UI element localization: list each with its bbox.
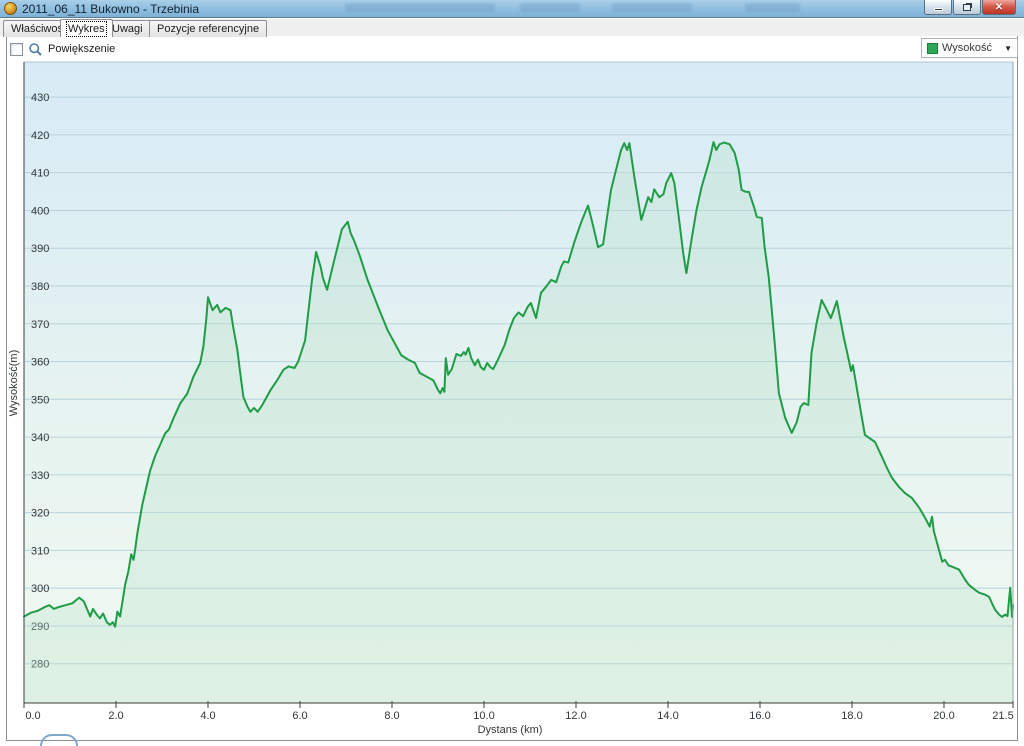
y-tick-label: 340 [31, 432, 49, 444]
y-tick-label: 320 [31, 508, 49, 520]
minimize-button[interactable] [924, 0, 952, 15]
titlebar-ghost-text [345, 3, 495, 12]
y-tick-label: 330 [31, 470, 49, 482]
x-tick-label: 2.0 [108, 710, 123, 722]
y-tick-label: 390 [31, 243, 49, 255]
x-tick-label: 6.0 [292, 710, 307, 722]
y-tick-label: 300 [31, 583, 49, 595]
titlebar-ghost-text [612, 3, 692, 12]
chevron-down-icon: ▼ [1004, 43, 1012, 53]
y-tick-label: 360 [31, 357, 49, 369]
x-tick-label: 0.0 [25, 710, 40, 722]
x-tick-label: 4.0 [200, 710, 215, 722]
y-tick-label: 380 [31, 281, 49, 293]
x-tick-label: 12.0 [565, 710, 586, 722]
window-controls: ✕ [923, 0, 1016, 15]
magnifier-icon [29, 42, 42, 56]
y-tick-label: 280 [31, 659, 49, 671]
tab-wlasciwosci[interactable]: Właściwości [3, 20, 79, 37]
y-tick-label: 420 [31, 130, 49, 142]
data-layer [23, 141, 1014, 704]
restore-icon [963, 4, 971, 11]
zoom-checkbox[interactable] [10, 42, 23, 56]
elevation-line [23, 141, 1014, 628]
x-tick-label: 20.0 [933, 710, 954, 722]
series-label: Wysokość [942, 42, 993, 54]
x-tick-label: 16.0 [749, 710, 770, 722]
close-button[interactable]: ✕ [982, 0, 1016, 15]
elevation-area [24, 142, 1013, 704]
y-tick-label: 310 [31, 545, 49, 557]
minimize-icon [933, 7, 943, 11]
chart-toolbar: Powiększenie [8, 40, 1016, 58]
y-tick-label: 430 [31, 92, 49, 104]
window-title: 2011_06_11 Bukowno - Trzebinia [22, 2, 200, 16]
x-tick-label: 14.0 [657, 710, 678, 722]
restore-button[interactable] [953, 0, 981, 15]
y-tick-label: 370 [31, 319, 49, 331]
titlebar[interactable]: 2011_06_11 Bukowno - Trzebinia [0, 0, 1024, 18]
tab-strip: Właściwości Wykres Uwagi Pozycje referen… [0, 19, 1024, 37]
titlebar-ghost-text [745, 3, 800, 12]
series-color-swatch [927, 42, 938, 54]
x-axis-title: Dystans (km) [478, 724, 543, 736]
close-icon: ✕ [994, 1, 1004, 13]
x-tick-label: 8.0 [384, 710, 399, 722]
zoom-label: Powiększenie [48, 43, 116, 55]
app-icon [4, 2, 17, 15]
plot-background [24, 62, 1013, 703]
y-axis-title: Wysokość(m) [8, 350, 20, 417]
x-tick-label: 21.5 [992, 710, 1013, 722]
y-tick-label: 350 [31, 394, 49, 406]
x-tick-label: 10.0 [473, 710, 494, 722]
tab-pozycje-referencyjne[interactable]: Pozycje referencyjne [149, 20, 268, 37]
tab-uwagi[interactable]: Uwagi [104, 20, 151, 37]
y-tick-label: 400 [31, 205, 49, 217]
axis-layer: 0.0 2.0 4.0 6.0 8.0 10.0 12.0 14.0 16.0 18.0 20.0 2… [8, 61, 1014, 736]
titlebar-ghost-text [520, 3, 580, 12]
y-tick-label: 290 [31, 621, 49, 633]
y-tick-label: 410 [31, 168, 49, 180]
tab-wykres[interactable]: Wykres [60, 19, 113, 37]
x-tick-label: 18.0 [841, 710, 862, 722]
series-selector[interactable]: Wysokość ▼ [921, 38, 1018, 58]
grid-layer: 280 290 300 310 320 330 340 350 360 370 380 390 400 4… [25, 92, 1012, 671]
